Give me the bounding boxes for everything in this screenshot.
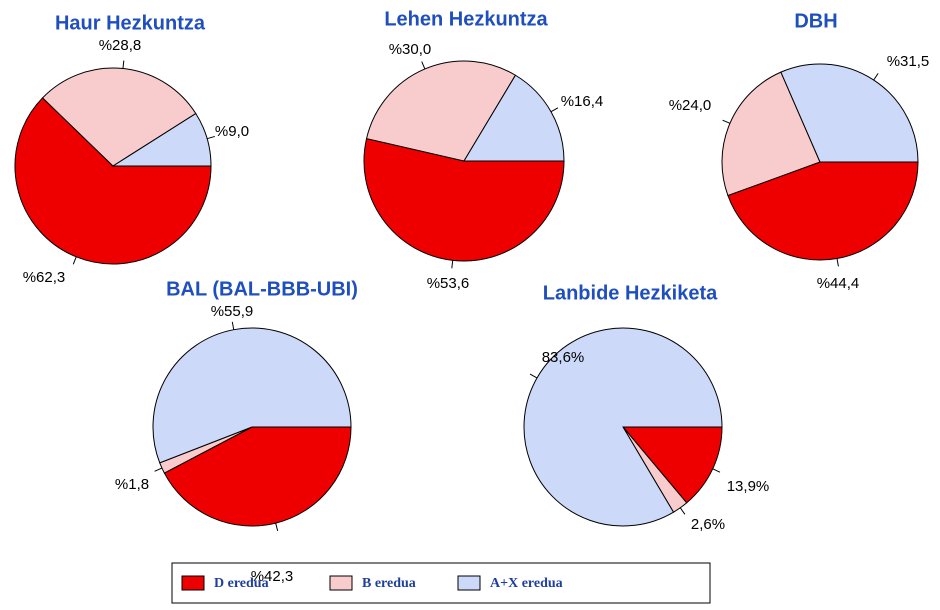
- chart-title: DBH: [794, 10, 837, 32]
- legend-box: [171, 562, 711, 604]
- pie-slice: [111, 112, 212, 167]
- label-leader: [122, 60, 125, 69]
- data-label: %44,4: [817, 275, 860, 292]
- label-leader: [421, 61, 426, 70]
- label-leader: [550, 107, 559, 113]
- label-leader: [451, 260, 454, 269]
- legend-label: B eredua: [362, 576, 416, 591]
- chart-title: Lanbide Hezkiketa: [543, 282, 718, 304]
- data-label: %1,8: [115, 476, 149, 493]
- legend-swatch: [181, 575, 205, 591]
- data-label: 2,6%: [691, 516, 725, 533]
- pie-slice: [14, 97, 212, 265]
- label-leader: [72, 256, 77, 265]
- pie-slice: [621, 426, 723, 504]
- data-label: %62,3: [23, 269, 66, 286]
- legend-label: A+X eredua: [490, 576, 563, 591]
- legend-label: D eredua: [214, 576, 269, 591]
- data-label: 83,6%: [542, 349, 585, 366]
- data-label: %24,0: [669, 97, 712, 114]
- label-leader: [722, 119, 731, 124]
- label-leader: [712, 468, 721, 473]
- label-leader: [206, 135, 215, 140]
- data-label: %53,6: [427, 275, 470, 292]
- data-label: 13,9%: [727, 478, 770, 495]
- legend-swatch: [457, 575, 481, 591]
- pie-slice: [463, 74, 565, 162]
- label-leader: [529, 373, 538, 379]
- data-label: %31,5: [887, 53, 930, 70]
- chart-title: Haur Hezkuntza: [55, 12, 206, 34]
- pie-slice: [523, 327, 723, 527]
- data-label: %42,3: [251, 568, 294, 585]
- data-label: %28,8: [99, 37, 142, 54]
- data-label: %30,0: [389, 41, 432, 58]
- label-leader: [679, 507, 686, 515]
- pie-slice: [365, 60, 517, 162]
- label-leader: [873, 73, 879, 81]
- label-leader: [154, 467, 163, 472]
- chart-title: BAL (BAL-BBB-UBI): [166, 278, 358, 300]
- data-label: %55,9: [211, 303, 254, 320]
- label-leader: [231, 321, 235, 330]
- label-leader: [275, 522, 279, 532]
- chart-title: Lehen Hezkuntza: [384, 8, 548, 30]
- pie-slice: [363, 137, 565, 262]
- data-label: %9,0: [215, 123, 249, 140]
- legend-swatch: [329, 575, 353, 591]
- label-leader: [836, 258, 839, 267]
- data-label: %16,4: [561, 93, 604, 110]
